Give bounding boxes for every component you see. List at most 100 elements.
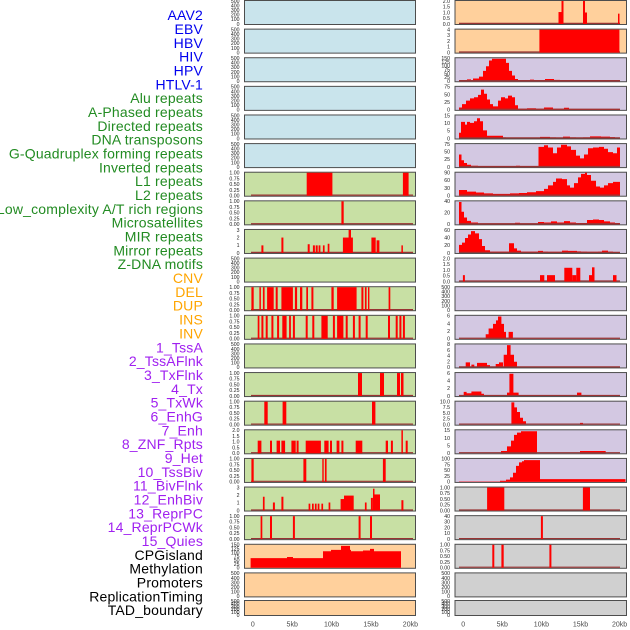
- svg-text:0.0: 0.0: [443, 422, 450, 428]
- svg-text:0.75: 0.75: [229, 291, 239, 297]
- svg-text:25: 25: [444, 474, 450, 480]
- svg-text:0: 0: [237, 50, 240, 56]
- svg-text:400: 400: [231, 602, 240, 608]
- svg-text:1.00: 1.00: [440, 485, 450, 491]
- svg-text:0: 0: [447, 222, 450, 228]
- svg-text:25: 25: [444, 157, 450, 163]
- svg-text:1: 1: [237, 243, 240, 249]
- svg-text:50: 50: [444, 468, 450, 474]
- svg-text:75: 75: [234, 554, 240, 560]
- svg-text:0: 0: [461, 622, 465, 629]
- svg-text:200: 200: [231, 13, 240, 19]
- svg-text:25: 25: [234, 562, 240, 568]
- svg-text:125: 125: [231, 546, 240, 552]
- svg-text:2: 2: [447, 359, 450, 365]
- svg-text:0: 0: [447, 613, 450, 619]
- svg-text:0: 0: [447, 594, 450, 600]
- svg-text:0.5: 0.5: [232, 445, 239, 451]
- svg-text:40: 40: [444, 235, 450, 241]
- svg-text:0.25: 0.25: [440, 560, 450, 566]
- svg-text:0.50: 0.50: [229, 325, 239, 331]
- svg-text:1: 1: [447, 45, 450, 51]
- svg-text:2: 2: [447, 386, 450, 392]
- svg-text:500: 500: [231, 342, 240, 348]
- svg-text:HIV: HIV: [179, 49, 203, 65]
- svg-text:0.25: 0.25: [229, 474, 239, 480]
- svg-text:6: 6: [447, 348, 450, 354]
- svg-text:300: 300: [231, 8, 240, 14]
- svg-text:7_Enh: 7_Enh: [162, 422, 203, 438]
- svg-text:Inverted repeats: Inverted repeats: [99, 159, 203, 175]
- svg-text:0.50: 0.50: [229, 382, 239, 388]
- svg-text:1.0: 1.0: [443, 10, 450, 16]
- svg-text:0.75: 0.75: [229, 520, 239, 526]
- svg-text:300: 300: [441, 294, 450, 300]
- svg-text:75: 75: [444, 85, 450, 91]
- svg-text:100: 100: [231, 590, 240, 596]
- svg-text:0: 0: [237, 279, 240, 285]
- svg-text:0.00: 0.00: [229, 394, 239, 400]
- svg-text:500: 500: [231, 27, 240, 33]
- svg-text:2.0: 2.0: [232, 428, 239, 434]
- svg-text:2: 2: [447, 39, 450, 45]
- svg-text:1: 1: [237, 501, 240, 507]
- svg-text:0: 0: [447, 251, 450, 257]
- svg-text:5: 5: [447, 129, 450, 135]
- svg-text:0.00: 0.00: [440, 508, 450, 514]
- svg-text:25: 25: [444, 75, 450, 81]
- svg-text:300: 300: [441, 580, 450, 586]
- svg-text:100: 100: [231, 361, 240, 367]
- svg-text:HPV: HPV: [174, 62, 204, 78]
- svg-text:0.75: 0.75: [229, 319, 239, 325]
- svg-text:10: 10: [444, 436, 450, 442]
- svg-text:0.25: 0.25: [229, 188, 239, 194]
- svg-text:200: 200: [231, 127, 240, 133]
- svg-text:0: 0: [447, 537, 450, 543]
- svg-text:100: 100: [441, 64, 450, 70]
- svg-text:0: 0: [237, 165, 240, 171]
- svg-text:2_TssAFlnk: 2_TssAFlnk: [129, 353, 204, 369]
- svg-text:400: 400: [231, 89, 240, 95]
- svg-text:90: 90: [444, 171, 450, 177]
- svg-text:0.75: 0.75: [229, 205, 239, 211]
- svg-text:1.0: 1.0: [232, 440, 239, 446]
- svg-text:0.25: 0.25: [229, 302, 239, 308]
- svg-text:9_Het: 9_Het: [165, 450, 203, 466]
- svg-text:100: 100: [231, 103, 240, 109]
- svg-text:DUP: DUP: [173, 298, 203, 314]
- svg-text:500: 500: [231, 256, 240, 262]
- svg-text:DNA transposons: DNA transposons: [91, 132, 203, 148]
- svg-text:0.50: 0.50: [229, 297, 239, 303]
- svg-text:Promoters: Promoters: [137, 575, 203, 591]
- svg-text:0.50: 0.50: [229, 182, 239, 188]
- svg-text:1.5: 1.5: [443, 262, 450, 268]
- svg-text:0: 0: [237, 508, 240, 514]
- svg-text:0: 0: [447, 365, 450, 371]
- svg-text:0.00: 0.00: [440, 566, 450, 572]
- svg-text:400: 400: [441, 576, 450, 582]
- svg-text:20kb: 20kb: [612, 622, 627, 629]
- svg-text:1.00: 1.00: [229, 199, 239, 205]
- svg-text:0.75: 0.75: [229, 462, 239, 468]
- svg-text:0: 0: [237, 136, 240, 142]
- svg-text:11_BivFlnk: 11_BivFlnk: [133, 478, 204, 494]
- svg-text:0: 0: [237, 566, 240, 572]
- svg-text:20kb: 20kb: [403, 622, 418, 629]
- svg-text:Methylation: Methylation: [129, 561, 203, 577]
- svg-text:3: 3: [447, 33, 450, 39]
- svg-text:Z-DNA motifs: Z-DNA motifs: [118, 256, 203, 272]
- svg-text:AAV2: AAV2: [168, 7, 204, 23]
- svg-text:0: 0: [447, 337, 450, 343]
- svg-text:500: 500: [231, 85, 240, 91]
- svg-text:400: 400: [231, 3, 240, 9]
- svg-text:50: 50: [444, 150, 450, 156]
- svg-text:0: 0: [251, 622, 255, 629]
- svg-text:200: 200: [231, 41, 240, 47]
- svg-text:4: 4: [447, 354, 450, 360]
- svg-text:1.00: 1.00: [229, 371, 239, 377]
- svg-text:500: 500: [231, 56, 240, 62]
- svg-text:0.00: 0.00: [229, 337, 239, 343]
- svg-text:1.5: 1.5: [443, 5, 450, 11]
- svg-text:Directed repeats: Directed repeats: [97, 118, 203, 134]
- svg-text:0.25: 0.25: [229, 388, 239, 394]
